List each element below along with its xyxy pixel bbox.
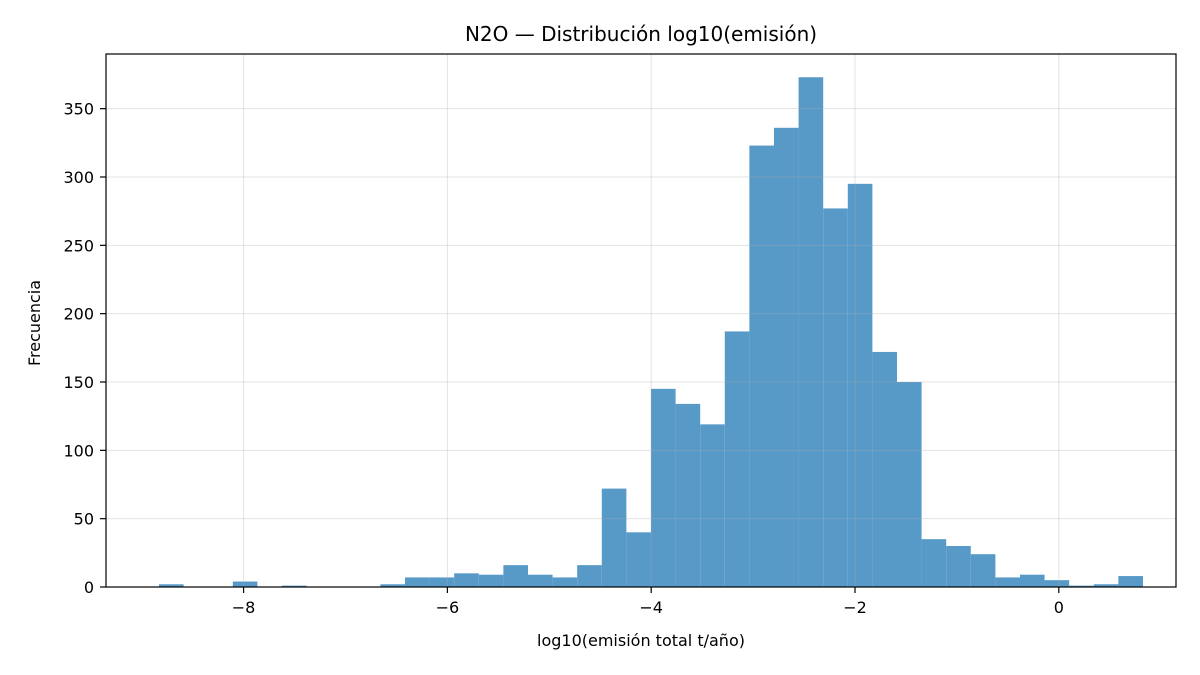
histogram-bar <box>896 382 922 587</box>
histogram-bar <box>626 532 651 587</box>
y-axis-label: Frecuencia <box>25 280 44 366</box>
histogram-bar <box>946 546 971 587</box>
histogram-bar <box>749 145 774 588</box>
y-tick-label: 200 <box>63 305 94 324</box>
histogram-bar <box>1118 576 1143 587</box>
histogram-bar <box>527 574 553 587</box>
histogram-bar <box>503 565 528 587</box>
histogram-bar <box>577 565 602 587</box>
y-axis-ticks: 0 50 100 150 200 250 300 350 <box>63 100 106 597</box>
x-tick-label: −4 <box>639 598 663 617</box>
histogram-bar <box>232 581 258 587</box>
histogram-bar <box>798 77 824 587</box>
histogram-bar <box>700 424 725 587</box>
x-tick-label: −2 <box>843 598 867 617</box>
histogram-bar <box>823 208 848 587</box>
histogram-bar <box>404 577 430 587</box>
y-tick-label: 300 <box>63 168 94 187</box>
y-tick-label: 350 <box>63 100 94 119</box>
histogram-bar <box>650 388 676 587</box>
histogram-bar <box>1069 585 1094 587</box>
histogram-bar <box>872 351 897 587</box>
x-tick-label: 0 <box>1054 598 1064 617</box>
histogram-bar <box>1093 584 1119 587</box>
histogram-bar <box>921 539 947 587</box>
histogram-bar <box>478 574 504 587</box>
y-tick-label: 100 <box>63 441 94 460</box>
histogram-bar <box>552 577 578 587</box>
x-tick-label: −6 <box>436 598 460 617</box>
histogram-bar <box>847 183 873 588</box>
histogram-bar <box>601 488 627 587</box>
histogram-bar <box>970 554 996 587</box>
y-tick-label: 50 <box>74 510 94 529</box>
histogram-bar <box>429 577 455 587</box>
y-tick-label: 250 <box>63 236 94 255</box>
histogram-bar <box>675 403 701 587</box>
histogram-bar <box>281 585 307 587</box>
histogram-bar <box>1044 580 1070 587</box>
histogram-bar <box>995 577 1020 587</box>
chart-title: N2O — Distribución log10(emisión) <box>465 22 817 46</box>
histogram-bar <box>454 573 479 587</box>
histogram-bar <box>724 331 750 587</box>
histogram-bar <box>773 127 799 588</box>
histogram-bar <box>158 584 184 587</box>
x-tick-label: −8 <box>232 598 256 617</box>
plot-frame <box>105 53 1177 588</box>
y-tick-label: 0 <box>84 578 94 597</box>
histogram-bar <box>1019 574 1045 587</box>
y-tick-label: 150 <box>63 373 94 392</box>
histogram-bar <box>380 584 405 587</box>
histogram-bars <box>158 77 1143 588</box>
x-axis-ticks: −8 −6 −4 −2 0 <box>232 587 1064 617</box>
x-axis-label: log10(emisión total t/año) <box>537 631 745 650</box>
